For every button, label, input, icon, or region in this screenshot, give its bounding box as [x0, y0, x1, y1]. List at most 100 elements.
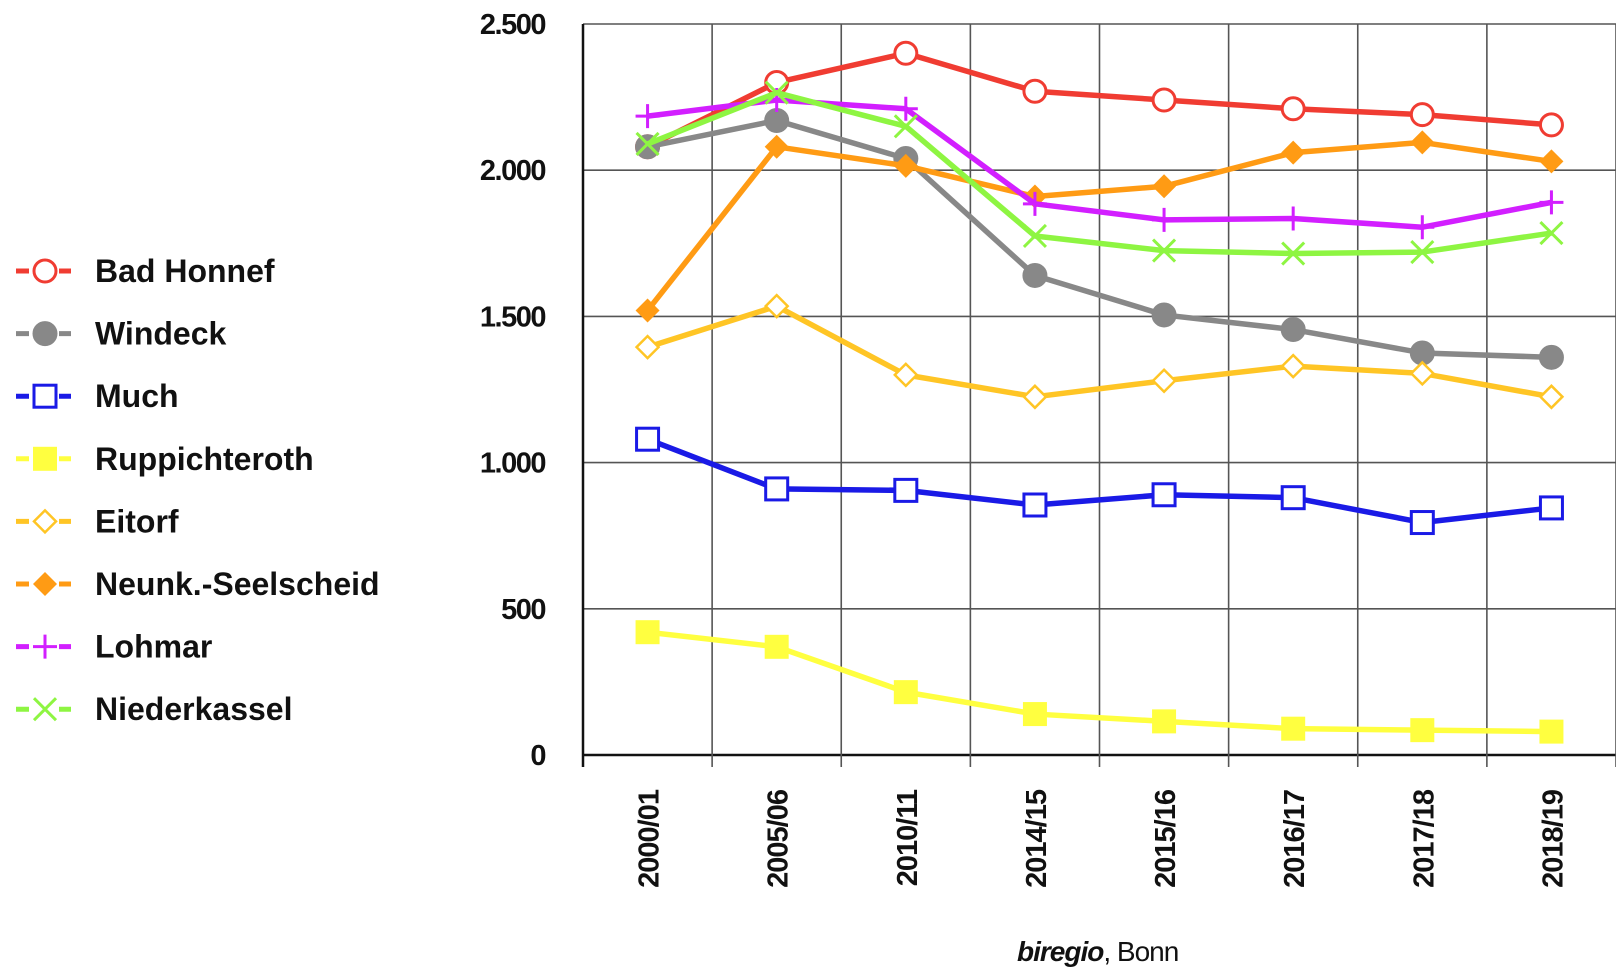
- x-tick-label: 2010/11: [892, 789, 924, 886]
- series-line: [647, 97, 1552, 230]
- legend-item: Much: [16, 378, 179, 414]
- data-point: [1538, 495, 1564, 521]
- data-point: [33, 634, 57, 659]
- data-point: [1538, 384, 1565, 410]
- data-point: [635, 131, 660, 156]
- legend-item: Lohmar: [16, 629, 212, 665]
- data-point: [893, 477, 919, 503]
- data-point: [1152, 709, 1177, 734]
- x-tick-label: 2005/06: [763, 789, 795, 888]
- data-point: [1409, 510, 1435, 536]
- x-tick-label: 2014/15: [1021, 789, 1053, 888]
- y-tick-label: 1.000: [480, 448, 545, 480]
- data-point: [1022, 262, 1048, 288]
- data-point: [32, 508, 58, 535]
- series-niederkassel: [635, 80, 1564, 266]
- data-point: [1539, 221, 1564, 246]
- data-point: [1281, 241, 1306, 266]
- data-point: [1022, 78, 1048, 104]
- data-point: [1280, 317, 1306, 343]
- legend-label: Neunk.-Seelscheid: [95, 566, 380, 602]
- data-point: [1022, 702, 1047, 727]
- data-point: [764, 80, 789, 105]
- y-axis-ticks: 0 500 1.000 1.500 2.000 2.500: [480, 9, 547, 772]
- data-point: [1152, 207, 1177, 232]
- x-tick-label: 2000/01: [634, 789, 666, 888]
- series-line: [646, 50, 1552, 150]
- data-point: [1409, 102, 1435, 128]
- legend-label: Ruppichteroth: [95, 441, 314, 477]
- data-point: [33, 446, 57, 471]
- data-point: [1022, 384, 1048, 410]
- data-point: [893, 680, 918, 705]
- data-point: [1410, 718, 1435, 743]
- y-tick-label: 500: [501, 594, 545, 626]
- data-point: [32, 697, 58, 722]
- data-point: [1151, 302, 1177, 328]
- data-point: [763, 293, 790, 319]
- series-line: [647, 117, 1552, 361]
- data-point: [764, 476, 790, 502]
- data-point: [635, 620, 660, 645]
- legend-label: Eitorf: [95, 503, 179, 539]
- data-point: [1280, 353, 1306, 379]
- data-point: [1539, 190, 1564, 215]
- data-point: [1409, 360, 1436, 387]
- data-point: [32, 258, 58, 284]
- data-point: [32, 383, 58, 409]
- data-point: [1410, 215, 1435, 240]
- x-tick-label: 2017/18: [1408, 789, 1440, 888]
- data-point: [1151, 367, 1177, 394]
- data-point: [635, 426, 661, 452]
- series-much: [635, 426, 1564, 536]
- data-point: [764, 134, 789, 159]
- data-point: [1151, 87, 1177, 113]
- data-point: [1280, 485, 1306, 511]
- data-point: [893, 153, 918, 178]
- legend-label: Windeck: [95, 316, 227, 352]
- legend-label: Lohmar: [95, 629, 212, 665]
- data-point: [635, 104, 660, 129]
- data-point: [33, 572, 57, 596]
- legend-label: Much: [95, 378, 179, 414]
- data-point: [893, 362, 919, 388]
- data-point: [1410, 130, 1435, 155]
- data-point: [635, 298, 660, 323]
- y-tick-label: 0: [530, 740, 545, 772]
- series-ruppichteroth: [635, 620, 1564, 744]
- data-point: [1538, 112, 1564, 138]
- data-point: [764, 634, 789, 659]
- legend-label: Bad Honnef: [95, 253, 275, 289]
- grid: [581, 23, 1616, 767]
- series-line: [646, 436, 1552, 526]
- data-point: [634, 334, 661, 360]
- y-tick-label: 1.500: [480, 301, 545, 333]
- data-point: [893, 96, 918, 121]
- series-line: [647, 629, 1552, 735]
- x-tick-label: 2018/19: [1537, 789, 1569, 888]
- data-point: [1539, 149, 1564, 174]
- data-point: [1151, 482, 1177, 508]
- legend-item: Ruppichteroth: [16, 441, 314, 477]
- legend-item: Niederkassel: [16, 691, 292, 727]
- data-point: [1022, 223, 1048, 249]
- y-tick-label: 2.500: [480, 9, 545, 41]
- data-point: [1281, 206, 1306, 231]
- series-lines: [634, 40, 1565, 744]
- source-note: biregio, Bonn: [1017, 936, 1178, 967]
- legend: Bad Honnef Windeck Much Ruppichteroth Eitorf…: [16, 253, 380, 727]
- data-point: [1281, 140, 1306, 165]
- series-line: [646, 303, 1552, 400]
- x-axis-ticks: 2000/01 2005/06 2010/11 2014/15 2015/16 2016/…: [634, 789, 1570, 888]
- data-point: [1281, 716, 1306, 741]
- legend-item: Bad Honnef: [16, 253, 275, 289]
- data-point: [1410, 240, 1435, 265]
- series-line: [646, 89, 1552, 257]
- series-line: [645, 139, 1552, 313]
- source-note-rest: , Bonn: [1103, 936, 1178, 967]
- series-eitorf: [634, 293, 1565, 410]
- data-point: [1539, 719, 1564, 744]
- x-tick-label: 2016/17: [1279, 790, 1311, 888]
- data-point: [32, 321, 58, 347]
